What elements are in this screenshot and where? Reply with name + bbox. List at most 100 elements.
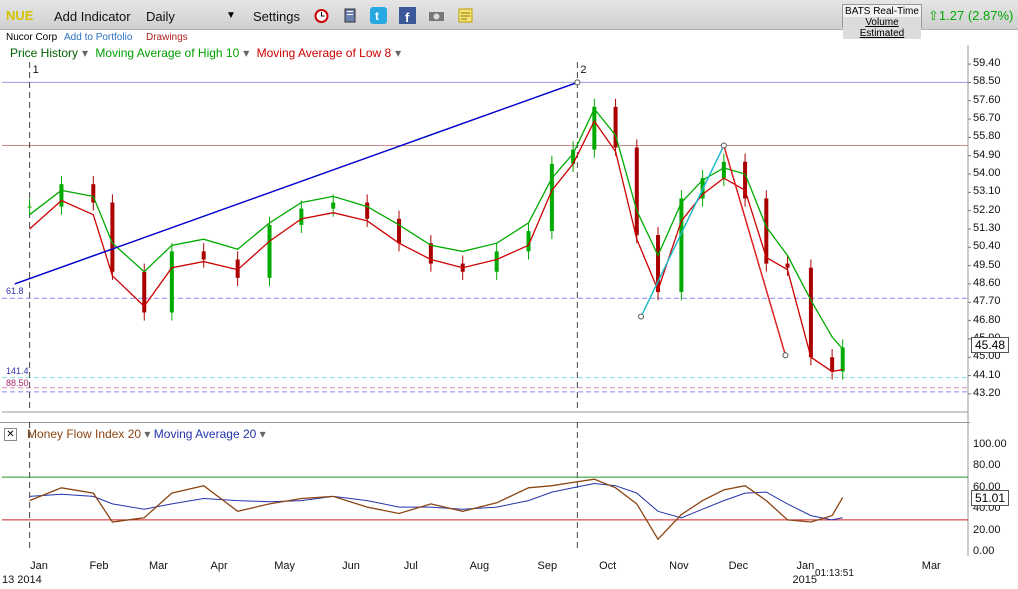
- add-indicator-button[interactable]: Add Indicator: [54, 9, 131, 24]
- candle-body: [59, 184, 64, 207]
- price-tick-label: 53.10: [973, 185, 1001, 198]
- toolbar: NUE Add Indicator Daily ▼ Settings t f B…: [0, 0, 1018, 39]
- candle-body: [592, 106, 597, 150]
- candle-body: [830, 357, 835, 372]
- time-label: 01:13:51: [815, 568, 854, 579]
- candle-body: [785, 263, 790, 268]
- chevron-down-icon[interactable]: ▾: [243, 46, 250, 60]
- interval-select[interactable]: Daily: [146, 9, 175, 24]
- chevron-down-icon[interactable]: ▼: [226, 10, 236, 21]
- price-tick-label: 44.10: [973, 368, 1001, 381]
- settings-button[interactable]: Settings: [253, 9, 300, 24]
- legend-ma-high[interactable]: Moving Average of High 10: [95, 46, 240, 60]
- wave-point: [782, 352, 789, 359]
- candle-body: [142, 271, 147, 313]
- x-tick-label: Feb: [89, 560, 109, 572]
- chevron-down-icon[interactable]: ▾: [144, 427, 151, 441]
- price-tick-label: 57.60: [973, 93, 1001, 106]
- x-tick-label: Jan: [796, 560, 815, 572]
- price-legend: Price History ▾ Moving Average of High 10…: [10, 46, 405, 60]
- close-price-marker: 45.48: [971, 337, 1010, 353]
- legend-mfi-ma[interactable]: Moving Average 20: [153, 427, 257, 441]
- chevron-down-icon[interactable]: ▾: [259, 427, 266, 441]
- legend-price-history[interactable]: Price History: [10, 46, 79, 60]
- x-tick-label: Oct: [599, 560, 617, 572]
- price-tick-label: 43.20: [973, 386, 1001, 399]
- candle-body: [110, 202, 115, 272]
- price-tick-label: 55.80: [973, 130, 1001, 143]
- price-change: ⇧1.27 (2.87%): [928, 8, 1014, 23]
- price-tick-label: 46.80: [973, 313, 1001, 326]
- candle-body: [365, 202, 370, 219]
- mfi-panel: [0, 422, 970, 556]
- price-tick-label: 48.60: [973, 276, 1001, 289]
- volume-estimated-link[interactable]: Volume Estimated: [843, 17, 921, 39]
- add-to-portfolio-link[interactable]: Add to Portfolio: [64, 32, 133, 43]
- x-tick-label: Dec: [728, 560, 749, 572]
- mfi-ma-line: [29, 482, 843, 521]
- x-tick-label: May: [274, 560, 296, 572]
- sub-toolbar: Nucor Corp Add to Portfolio Drawings: [0, 31, 1018, 45]
- candle-body: [721, 161, 726, 179]
- x-tick-label: Sep: [537, 560, 558, 572]
- year-label: 2015: [792, 574, 817, 586]
- legend-mfi[interactable]: Money Flow Index 20: [27, 427, 142, 441]
- candle-body: [428, 243, 433, 264]
- candle-body: [808, 267, 813, 358]
- chevron-down-icon[interactable]: ▾: [82, 46, 89, 60]
- note-icon[interactable]: [457, 7, 474, 24]
- camera-icon[interactable]: [428, 7, 445, 24]
- candle-body: [613, 106, 618, 148]
- price-tick-label: 56.70: [973, 112, 1001, 125]
- mfi-tick-label: 0.00: [973, 545, 995, 557]
- alarm-clock-icon[interactable]: [313, 7, 330, 24]
- price-tick-label: 54.00: [973, 167, 1001, 179]
- candle-body: [201, 251, 206, 260]
- svg-text:f: f: [405, 10, 410, 24]
- price-tick-label: 58.50: [973, 75, 1001, 88]
- close-icon[interactable]: ✕: [4, 428, 17, 442]
- x-tick-label: Jan: [30, 560, 48, 572]
- price-tick-label: 52.20: [973, 203, 1001, 216]
- year-label: 13 2014: [2, 574, 42, 586]
- symbol-field[interactable]: NUE: [6, 8, 34, 23]
- candle-body: [299, 208, 304, 225]
- candle-body: [549, 163, 554, 232]
- legend-ma-low[interactable]: Moving Average of Low 8: [256, 46, 392, 60]
- trend-line: [14, 81, 578, 285]
- price-tick-label: 54.90: [973, 148, 1001, 161]
- candle-body: [494, 251, 499, 272]
- wave-line-up: [640, 145, 725, 317]
- candle-body: [571, 149, 576, 164]
- fib-level-label: 61.8: [6, 286, 24, 297]
- x-tick-label: Mar: [921, 560, 941, 572]
- company-name: Nucor Corp: [6, 32, 58, 43]
- price-tick-label: 47.70: [973, 295, 1001, 308]
- price-tick-label: 50.40: [973, 240, 1001, 253]
- x-tick-label: Apr: [210, 560, 228, 572]
- drawings-link[interactable]: Drawings: [146, 32, 188, 43]
- mfi-tick-label: 100.00: [973, 438, 1007, 450]
- mfi-tick-label: 20.00: [973, 523, 1001, 536]
- facebook-icon[interactable]: f: [399, 7, 416, 24]
- candle-body: [27, 206, 32, 208]
- price-tick-label: 45.00: [973, 350, 1001, 363]
- wave-label: 2: [580, 64, 587, 76]
- mfi-value-marker: 51.01: [971, 490, 1010, 506]
- price-change-value: 1.27 (2.87%): [938, 8, 1014, 23]
- x-tick-label: Jun: [342, 560, 360, 572]
- realtime-badge: BATS Real-Time Volume Estimated: [842, 4, 922, 39]
- candle-body: [840, 347, 845, 372]
- x-tick-label: Jul: [403, 560, 418, 572]
- mfi-line: [29, 478, 844, 541]
- candle-body: [235, 259, 240, 278]
- wave-line-down: [723, 145, 787, 356]
- document-icon[interactable]: [342, 7, 359, 24]
- wave-point: [574, 79, 581, 86]
- wave-label: 1: [32, 64, 39, 76]
- candle-body: [397, 218, 402, 244]
- twitter-icon[interactable]: t: [370, 7, 387, 24]
- chevron-down-icon[interactable]: ▾: [395, 46, 402, 60]
- candle-body: [634, 147, 639, 236]
